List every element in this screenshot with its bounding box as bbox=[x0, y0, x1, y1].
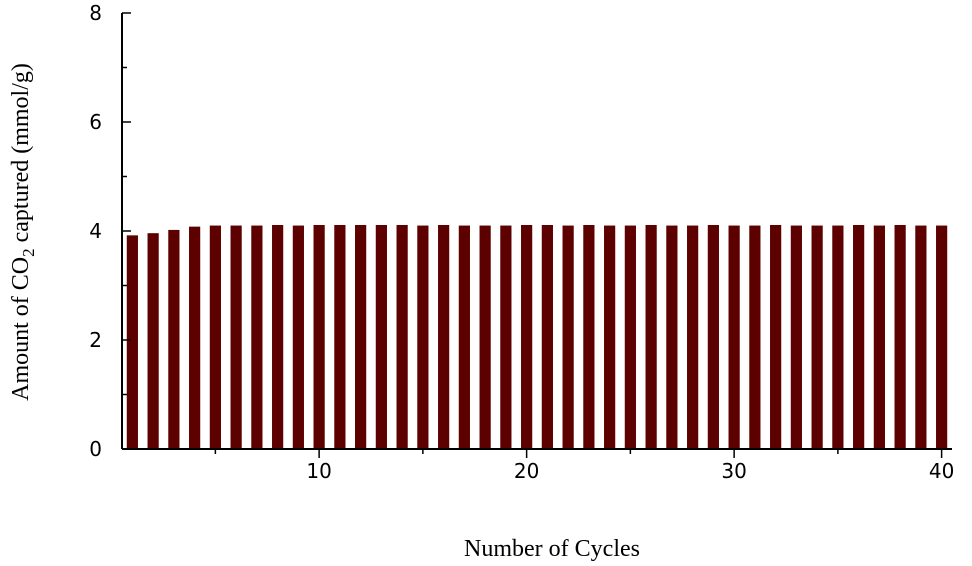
bar-cycle-3 bbox=[168, 229, 180, 449]
bar-cycle-6 bbox=[230, 225, 242, 449]
bar-cycle-40 bbox=[936, 225, 948, 449]
bar-cycle-29 bbox=[707, 225, 719, 449]
bars-group bbox=[126, 225, 948, 449]
y-axis-title-rest: captured (mmol/g) bbox=[8, 63, 34, 248]
bar-cycle-10 bbox=[313, 225, 325, 449]
x-axis-title: Number of Cycles bbox=[464, 536, 640, 562]
bar-cycle-12 bbox=[355, 225, 367, 449]
x-tick-label: 30 bbox=[721, 459, 746, 483]
bar-cycle-37 bbox=[873, 225, 885, 449]
bar-cycle-20 bbox=[521, 225, 533, 449]
axes-group bbox=[121, 13, 952, 450]
bar-cycle-32 bbox=[770, 225, 782, 449]
x-tick-label: 20 bbox=[514, 459, 539, 483]
bar-cycle-35 bbox=[832, 225, 844, 449]
bar-cycle-11 bbox=[334, 225, 346, 449]
bar-cycle-25 bbox=[624, 225, 636, 449]
y-tick-label: 4 bbox=[89, 219, 102, 243]
bar-cycle-15 bbox=[417, 225, 429, 449]
y-tick-label: 8 bbox=[89, 1, 102, 25]
bar-cycle-23 bbox=[583, 225, 595, 449]
bar-cycle-38 bbox=[894, 225, 906, 449]
bar-cycle-9 bbox=[292, 225, 304, 449]
x-ticks-group: 10 20 30 40 bbox=[214, 449, 954, 483]
bar-cycle-4 bbox=[189, 226, 201, 449]
y-axis-title: Amount of CO2 captured (mmol/g) bbox=[8, 63, 38, 401]
y-tick-label: 6 bbox=[89, 110, 102, 134]
y-tick-label: 0 bbox=[89, 437, 102, 461]
bar-cycle-22 bbox=[562, 225, 574, 449]
y-axis-title-main: Amount of CO bbox=[8, 257, 34, 401]
bar-cycle-18 bbox=[479, 225, 491, 449]
bar-cycle-21 bbox=[541, 225, 553, 449]
bar-cycle-36 bbox=[853, 225, 865, 449]
bar-cycle-24 bbox=[604, 225, 616, 449]
bar-cycle-26 bbox=[645, 225, 657, 449]
bar-cycle-16 bbox=[438, 225, 450, 449]
bar-cycle-39 bbox=[915, 225, 927, 449]
bar-cycle-34 bbox=[811, 225, 823, 449]
bar-cycle-5 bbox=[209, 225, 221, 449]
bar-cycle-8 bbox=[272, 225, 284, 449]
bar-cycle-13 bbox=[375, 225, 387, 449]
x-tick-label: 10 bbox=[306, 459, 331, 483]
bar-cycle-31 bbox=[749, 225, 761, 449]
x-tick-label: 40 bbox=[929, 459, 954, 483]
bar-cycle-17 bbox=[458, 225, 470, 449]
bar-cycle-28 bbox=[687, 225, 699, 449]
y-axis-title-subscript: 2 bbox=[19, 248, 38, 257]
y-ticks-group: 0 2 4 6 8 bbox=[89, 1, 131, 461]
bar-cycle-7 bbox=[251, 225, 263, 449]
bar-cycle-33 bbox=[790, 225, 802, 449]
bar-cycle-14 bbox=[396, 225, 408, 449]
bar-cycle-2 bbox=[147, 233, 159, 449]
bar-cycle-27 bbox=[666, 225, 678, 449]
bar-cycle-30 bbox=[728, 225, 740, 449]
bar-cycle-19 bbox=[500, 225, 512, 449]
y-tick-label: 2 bbox=[89, 328, 102, 352]
bar-cycle-1 bbox=[126, 235, 138, 449]
